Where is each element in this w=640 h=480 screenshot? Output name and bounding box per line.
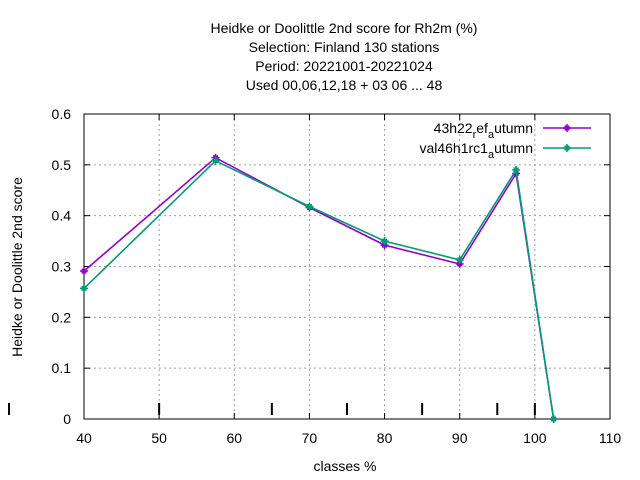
title-line-1: Heidke or Doolittle 2nd score for Rh2m (…	[211, 20, 478, 36]
data-point-series-2	[380, 237, 389, 246]
y-tick-label: 0.6	[52, 106, 72, 122]
x-tick-label: 100	[523, 430, 547, 446]
axis-ticks: 0 0.1 0.2 0.3 0.4 0.5 0.6 40 50 60 70 80 90 100 110	[52, 106, 622, 446]
x-tick-label: 40	[76, 430, 92, 446]
series-layer	[80, 153, 558, 423]
legend-label-2: val46h1rc1autumn	[419, 140, 533, 161]
series-line-2	[83, 159, 555, 420]
data-point-series-1	[80, 267, 88, 276]
x-tick-label: 70	[302, 430, 318, 446]
y-tick-label: 0.1	[52, 360, 72, 376]
data-point-series-2	[211, 156, 220, 165]
x-tick-label: 90	[452, 430, 468, 446]
grid	[84, 114, 610, 419]
y-axis-label: Heidke or Doolittle 2nd score	[9, 177, 25, 357]
x-axis-label: classes %	[313, 458, 376, 474]
data-point-series-2	[305, 202, 314, 211]
legend-label-1: 43h22refautumn	[434, 120, 533, 141]
x-tick-label: 50	[151, 430, 167, 446]
title-line-4: Used 00,06,12,18 + 03 06 ... 48	[246, 77, 443, 93]
x-tick-label: 80	[377, 430, 393, 446]
y-tick-label: 0.3	[52, 259, 72, 275]
legend-marker-1	[563, 124, 571, 132]
data-point-series-2	[512, 165, 521, 174]
y-tick-label: 0.4	[52, 208, 72, 224]
data-point-series-2	[80, 284, 88, 293]
chart-title: Heidke or Doolittle 2nd score for Rh2m (…	[211, 20, 478, 93]
data-point-series-2	[549, 415, 558, 423]
x-tick-label: 110	[599, 430, 622, 446]
y-tick-label: 0	[63, 411, 71, 427]
data-point-series-2	[455, 255, 464, 264]
title-line-2: Selection: Finland 130 stations	[249, 39, 440, 55]
bottom-marks	[8, 403, 536, 415]
y-tick-label: 0.5	[52, 157, 72, 173]
x-tick-label: 60	[226, 430, 242, 446]
legend-marker-2	[563, 144, 571, 152]
series-line-1	[83, 156, 555, 420]
title-line-3: Period: 20221001-20221024	[255, 58, 433, 74]
y-tick-label: 0.2	[52, 309, 72, 325]
